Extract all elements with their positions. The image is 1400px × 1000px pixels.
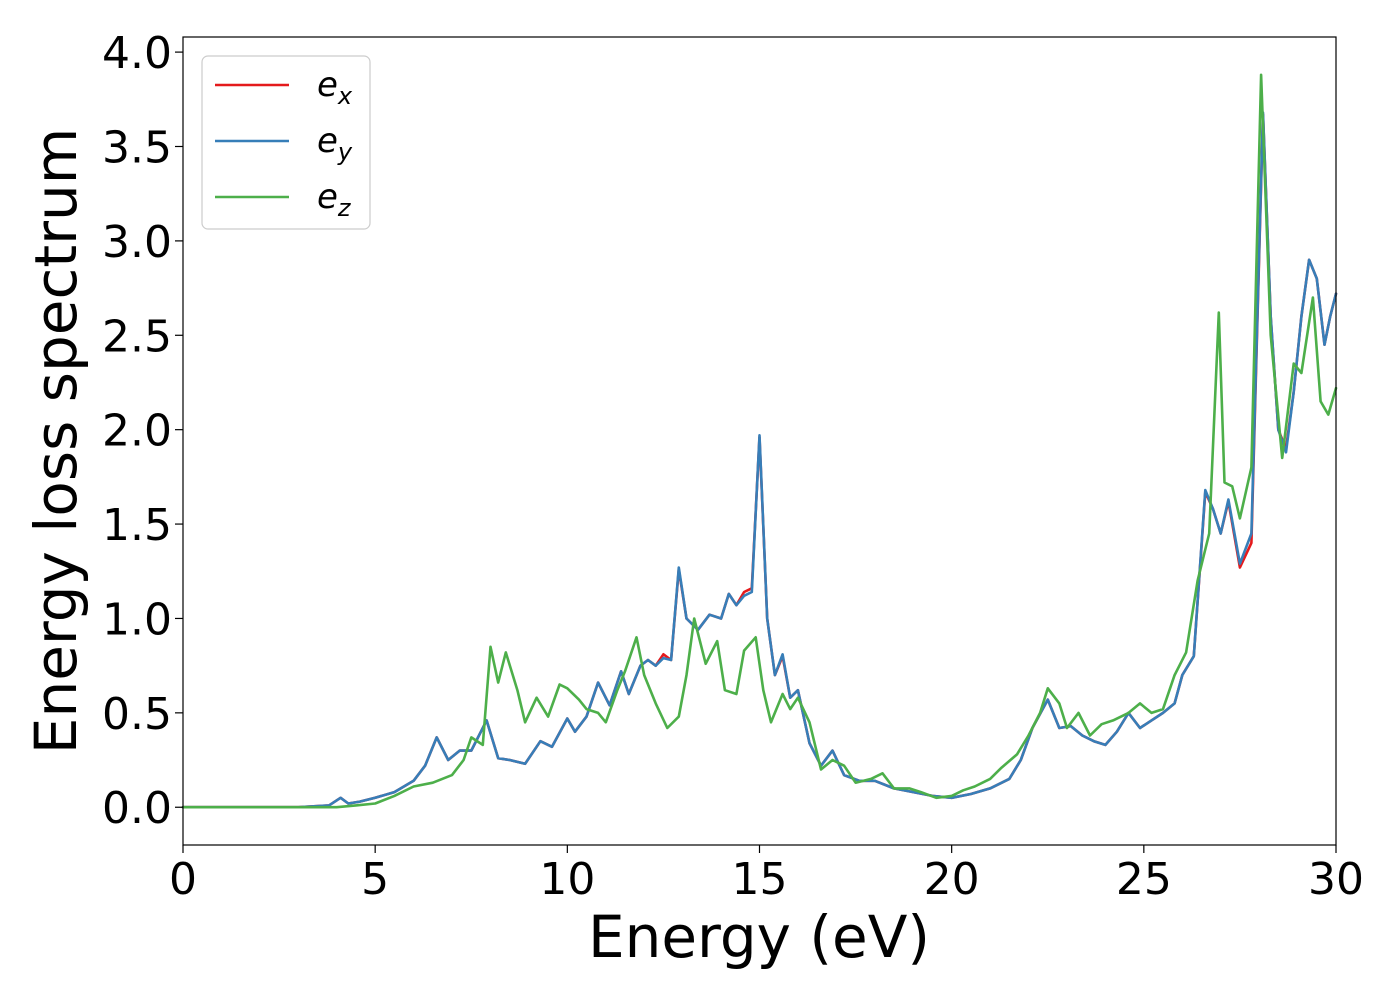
y-tick-label: 0.5 [102,689,172,740]
y-tick-label: 2.0 [102,406,172,457]
y-tick-label: 3.0 [102,217,172,268]
legend-label-z: ez [317,177,352,222]
y-tick-label: 2.5 [102,311,172,362]
legend-label-main: e [317,121,338,161]
y-tick-label: 3.5 [102,122,172,173]
legend-label-y: ey [317,121,353,166]
y-axis: 0.0 0.5 1.0 1.5 2.0 2.5 3.0 3.5 4.0 [102,28,183,834]
x-tick-label: 0 [169,854,197,905]
legend-label-x: ex [317,65,353,110]
legend-label-main: e [317,177,338,217]
y-axis-title: Energy loss spectrum [22,128,90,754]
x-tick-label: 5 [361,854,389,905]
x-tick-label: 10 [539,854,595,905]
legend-box [201,55,371,230]
x-tick-label: 20 [924,854,980,905]
legend-label-subscript: y [337,138,353,166]
series-layer [181,73,1338,809]
y-tick-label: 4.0 [102,28,172,79]
y-tick-label: 1.0 [102,594,172,645]
y-tick-label: 0.0 [102,783,172,834]
x-axis-title: Energy (eV) [588,903,930,971]
series-line-z [181,73,1338,809]
x-tick-label: 15 [732,854,788,905]
legend-label-main: e [317,65,338,105]
series-line-y [181,111,1338,809]
legend-label-subscript: z [337,194,352,222]
y-tick-label: 1.5 [102,500,172,551]
x-tick-label: 25 [1116,854,1172,905]
x-tick-label: 30 [1308,854,1364,905]
legend-label-subscript: x [337,82,353,110]
x-axis: 0 5 10 15 20 25 30 [169,845,1364,905]
